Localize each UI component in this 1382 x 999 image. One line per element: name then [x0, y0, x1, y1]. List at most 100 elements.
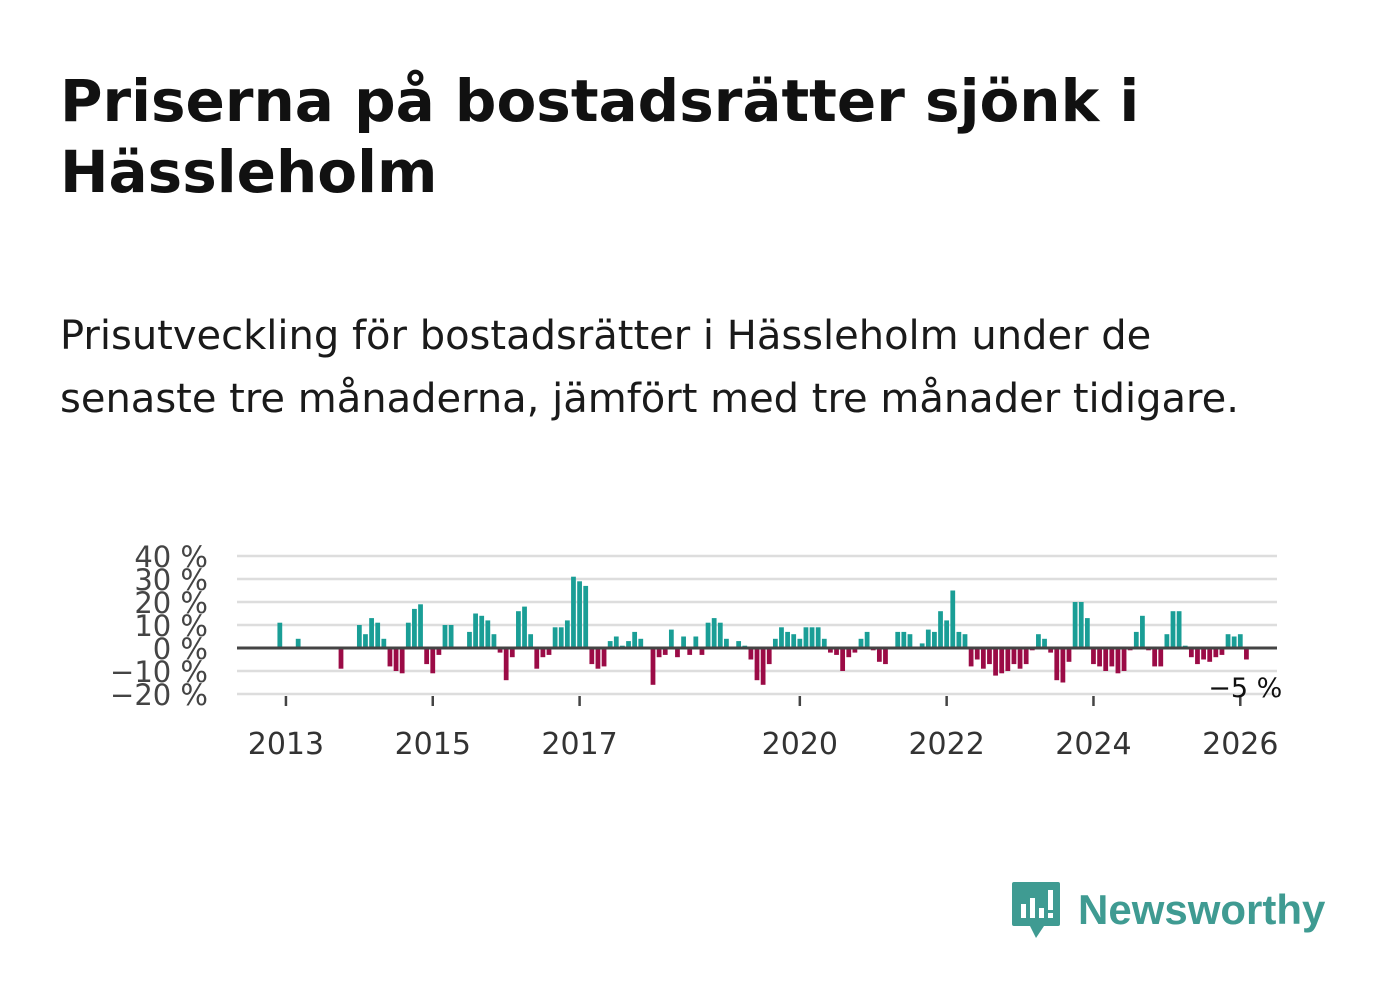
bar-2024-12 [1158, 648, 1164, 667]
bar-2015-01 [430, 648, 436, 674]
bars [277, 576, 1249, 685]
bar-2021-05 [895, 631, 901, 648]
bar-2016-02 [509, 648, 515, 658]
bar-2021-12 [938, 611, 943, 648]
bar-2015-10 [485, 620, 491, 648]
bar-2020-01 [797, 638, 803, 648]
bar-2022-06 [974, 648, 980, 660]
bar-2017-10 [632, 631, 638, 648]
bar-2018-06 [681, 636, 686, 648]
bar-2021-03 [883, 648, 888, 665]
newsworthy-logo-icon [1012, 882, 1060, 938]
brand-name: Newsworthy [1078, 886, 1326, 933]
y-tick-label: 0 % [153, 632, 208, 666]
bar-2023-10 [1072, 602, 1078, 648]
bar-2025-11 [1225, 634, 1231, 648]
bar-2022-03 [956, 631, 962, 648]
bar-2017-07 [613, 636, 619, 648]
bar-2020-09 [846, 648, 852, 658]
bar-2019-12 [791, 634, 797, 648]
bar-2024-06 [1121, 648, 1127, 671]
bar-2025-05 [1188, 648, 1194, 658]
bar-2025-06 [1195, 648, 1200, 665]
bar-2022-11 [1005, 648, 1011, 671]
bar-2020-12 [864, 631, 870, 648]
bar-2021-02 [876, 648, 882, 662]
bar-2024-11 [1152, 648, 1158, 667]
bar-2015-07 [467, 631, 472, 648]
bar-2024-09 [1140, 615, 1145, 648]
bar-2016-12 [571, 576, 576, 648]
bar-2019-08 [766, 648, 772, 665]
bar-2016-05 [528, 634, 534, 648]
bar-2016-01 [503, 648, 509, 681]
chart-title: Priserna på bostadsrätter sjönk i Hässle… [60, 67, 1140, 206]
bar-2018-10 [705, 622, 711, 648]
bar-2017-06 [607, 641, 613, 648]
bar-2025-09 [1213, 648, 1219, 658]
bar-2015-04 [448, 625, 454, 648]
bar-2015-03 [442, 625, 448, 648]
bar-2014-03 [369, 618, 374, 648]
bar-2015-08 [473, 613, 478, 648]
bar-2020-06 [828, 648, 833, 653]
y-tick-label: 30 % [134, 563, 208, 597]
bar-2025-01 [1164, 634, 1170, 648]
bar-2019-06 [754, 648, 760, 681]
bar-2024-02 [1097, 648, 1102, 667]
bar-2018-04 [668, 629, 674, 648]
bar-2019-07 [760, 648, 766, 685]
bar-2017-04 [595, 648, 601, 669]
bar-2015-11 [491, 634, 497, 648]
bar-2022-09 [993, 648, 998, 676]
x-tick-label: 2017 [541, 727, 617, 762]
bar-2017-05 [601, 648, 607, 667]
bar-2014-05 [381, 638, 387, 648]
x-tick-label: 2024 [1055, 727, 1131, 762]
bar-2018-12 [717, 622, 723, 648]
bar-2020-07 [834, 648, 839, 655]
bar-2014-07 [393, 648, 399, 671]
bar-2022-01 [944, 620, 950, 648]
bar-2024-05 [1115, 648, 1121, 674]
bar-2022-04 [962, 634, 968, 648]
latest-value-annotation: −5 % [1208, 673, 1282, 704]
brand: Newsworthy [1010, 878, 1325, 942]
bar-2019-05 [748, 648, 754, 660]
bar-2020-05 [821, 638, 827, 648]
bar-2020-11 [858, 638, 864, 648]
bar-2014-12 [424, 648, 430, 665]
bar-2019-11 [785, 631, 790, 648]
bar-2016-09 [552, 627, 558, 648]
bar-2020-08 [840, 648, 846, 671]
bar-2022-02 [950, 590, 956, 648]
x-tick-label: 2020 [762, 727, 838, 762]
bar-2021-06 [901, 631, 907, 648]
bar-2017-09 [626, 641, 631, 648]
bar-2025-12 [1231, 636, 1237, 648]
x-tick-label: 2022 [908, 727, 984, 762]
bar-2023-01 [1017, 648, 1023, 669]
x-tick-label: 2015 [395, 727, 471, 762]
bar-2017-02 [583, 585, 589, 648]
bar-2014-08 [399, 648, 405, 674]
bar-2024-01 [1091, 648, 1096, 665]
y-tick-label: 40 % [134, 540, 208, 574]
x-tick-label: 2026 [1202, 727, 1278, 762]
bar-2016-10 [558, 627, 564, 648]
bar-2017-11 [638, 638, 644, 648]
bar-2019-03 [736, 641, 742, 648]
bar-2014-10 [412, 608, 417, 648]
bar-2026-02 [1244, 648, 1249, 660]
bar-2022-08 [987, 648, 992, 665]
bar-2018-02 [656, 648, 662, 658]
bar-2018-01 [650, 648, 656, 685]
bar-2020-02 [803, 627, 809, 648]
y-tick-label: 10 % [134, 609, 208, 643]
bar-2023-09 [1066, 648, 1072, 662]
bar-2015-12 [497, 648, 503, 653]
bar-2021-11 [932, 631, 937, 648]
bar-2016-03 [516, 611, 521, 648]
bar-2016-11 [564, 620, 570, 648]
